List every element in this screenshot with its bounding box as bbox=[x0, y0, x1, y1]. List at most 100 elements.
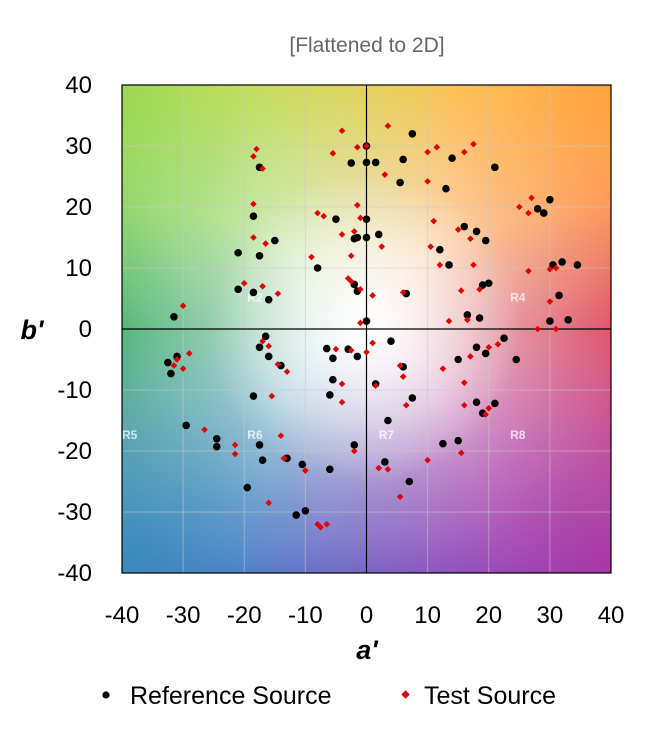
test-point bbox=[402, 401, 410, 409]
data-points bbox=[164, 122, 582, 531]
y-tick-label: -20 bbox=[57, 438, 92, 465]
reference-point bbox=[301, 506, 310, 515]
test-point bbox=[179, 302, 187, 310]
reference-point bbox=[264, 352, 273, 361]
reference-point bbox=[546, 195, 554, 204]
test-point bbox=[308, 253, 315, 261]
test-point bbox=[338, 127, 346, 135]
reference-point bbox=[512, 355, 521, 364]
region-label: R3 bbox=[373, 291, 389, 305]
x-tick-label: -10 bbox=[288, 602, 323, 629]
test-point bbox=[350, 447, 358, 455]
reference-point bbox=[313, 264, 322, 272]
reference-point bbox=[491, 163, 499, 172]
y-axis-title: b' bbox=[21, 315, 45, 345]
test-point bbox=[470, 261, 477, 269]
legend-marker-test bbox=[401, 690, 410, 699]
reference-point bbox=[243, 483, 252, 492]
reference-point bbox=[558, 258, 566, 266]
test-point bbox=[185, 350, 193, 357]
reference-point bbox=[182, 421, 190, 430]
reference-point bbox=[350, 441, 359, 449]
reference-point bbox=[234, 285, 242, 294]
reference-point bbox=[491, 399, 499, 408]
reference-point bbox=[463, 311, 472, 319]
reference-point bbox=[326, 391, 334, 399]
reference-point bbox=[170, 313, 178, 321]
reference-point bbox=[472, 227, 481, 236]
reference-point bbox=[381, 458, 389, 466]
test-point bbox=[399, 289, 407, 296]
reference-point bbox=[408, 130, 417, 138]
y-tick-label: -30 bbox=[57, 499, 92, 526]
y-tick-label: 0 bbox=[79, 316, 92, 343]
reference-point bbox=[255, 441, 264, 449]
reference-point bbox=[212, 435, 221, 443]
reference-point bbox=[472, 398, 481, 407]
x-axis-title: a' bbox=[356, 635, 379, 665]
test-point bbox=[461, 401, 468, 409]
test-point bbox=[179, 365, 187, 372]
axes bbox=[122, 85, 611, 573]
y-tick-label: -10 bbox=[57, 377, 92, 404]
x-tick-label: 40 bbox=[598, 602, 625, 629]
test-point bbox=[546, 265, 554, 273]
test-point bbox=[317, 523, 324, 531]
reference-point bbox=[362, 158, 371, 167]
reference-point bbox=[362, 233, 371, 242]
test-point bbox=[277, 432, 285, 440]
test-point bbox=[546, 298, 554, 305]
reference-point bbox=[481, 236, 490, 245]
test-point bbox=[424, 456, 431, 464]
reference-point bbox=[255, 252, 264, 260]
series-test-source bbox=[170, 122, 560, 531]
test-point bbox=[338, 380, 346, 388]
reference-point bbox=[399, 155, 407, 164]
reference-point bbox=[371, 158, 380, 167]
test-point bbox=[265, 342, 272, 350]
reference-point bbox=[271, 236, 279, 245]
reference-point bbox=[332, 215, 340, 223]
test-point bbox=[329, 150, 337, 157]
test-point bbox=[494, 340, 502, 348]
y-tick-label: 10 bbox=[65, 255, 92, 282]
test-point bbox=[381, 171, 389, 178]
test-point bbox=[476, 286, 483, 293]
test-point bbox=[201, 426, 208, 433]
test-point bbox=[357, 319, 364, 327]
reference-point bbox=[249, 288, 258, 297]
reference-point bbox=[405, 477, 414, 486]
test-point bbox=[454, 226, 462, 233]
test-point bbox=[338, 398, 346, 406]
x-tick-label: -40 bbox=[105, 602, 140, 629]
reference-point bbox=[261, 332, 270, 341]
reference-point bbox=[533, 205, 542, 213]
test-point bbox=[424, 178, 431, 185]
test-point bbox=[378, 243, 386, 250]
test-point bbox=[445, 317, 453, 325]
reference-point bbox=[436, 245, 444, 254]
reference-point bbox=[362, 215, 371, 223]
test-point bbox=[344, 275, 352, 282]
reference-point bbox=[329, 354, 337, 363]
y-tick-label: 20 bbox=[65, 194, 92, 221]
test-point bbox=[424, 148, 431, 156]
tick-labels: -40 -30 -20 -10 0 10 20 30 40403020100-10-20-30-… bbox=[57, 72, 624, 629]
test-point bbox=[240, 279, 248, 287]
test-point bbox=[430, 217, 438, 225]
region-label: R8 bbox=[510, 428, 526, 442]
test-point bbox=[259, 337, 266, 345]
reference-point bbox=[460, 222, 469, 231]
reference-point bbox=[454, 355, 462, 364]
reference-point bbox=[362, 317, 371, 325]
test-point bbox=[457, 449, 465, 457]
region-label: R7 bbox=[379, 428, 395, 442]
reference-point bbox=[249, 392, 258, 400]
reference-point bbox=[555, 291, 563, 300]
y-tick-label: -40 bbox=[57, 560, 92, 587]
reference-point bbox=[564, 316, 573, 324]
test-point bbox=[375, 464, 383, 472]
reference-point bbox=[292, 511, 301, 519]
test-point bbox=[372, 382, 379, 390]
